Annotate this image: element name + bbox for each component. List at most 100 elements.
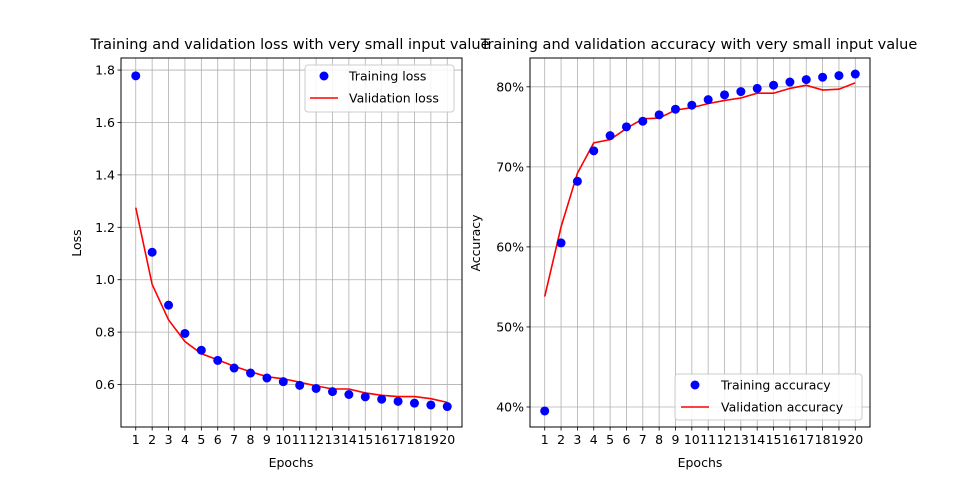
loss-legend-marker-training: [319, 71, 329, 81]
accuracy-x-tick-label: 19: [831, 432, 847, 447]
loss-y-tick-label: 1.0: [95, 272, 115, 287]
loss-y-tick-label: 1.4: [95, 167, 115, 182]
accuracy-x-tick-label: 5: [606, 432, 614, 447]
loss-training-point: [246, 368, 256, 378]
loss-training-point: [262, 373, 272, 383]
accuracy-x-tick-label: 11: [700, 432, 716, 447]
accuracy-ylabel: Accuracy: [468, 214, 483, 272]
loss-x-tick-label: 7: [230, 432, 238, 447]
accuracy-training-point: [605, 131, 615, 141]
accuracy-y-tick-label: 70%: [496, 159, 524, 174]
accuracy-legend-label-validation: Validation accuracy: [721, 400, 844, 415]
accuracy-training-point: [785, 77, 795, 87]
accuracy-training-point: [834, 71, 844, 81]
loss-y-tick-label: 0.8: [95, 325, 115, 340]
accuracy-x-tick-label: 2: [557, 432, 565, 447]
accuracy-x-tick-label: 6: [622, 432, 630, 447]
loss-y-tick-label: 1.2: [95, 220, 115, 235]
loss-x-tick-label: 20: [439, 432, 455, 447]
accuracy-plot-frame: [529, 57, 871, 428]
accuracy-training-point: [654, 110, 664, 120]
loss-training-point: [409, 398, 419, 408]
loss-training-point: [180, 328, 190, 338]
accuracy-validation-line: [543, 82, 856, 297]
loss-x-tick-label: 5: [197, 432, 205, 447]
loss-x-tick-label: 6: [214, 432, 222, 447]
loss-chart-title: Training and validation loss with very s…: [89, 37, 489, 53]
accuracy-x-tick-label: 9: [672, 432, 680, 447]
loss-training-point: [344, 390, 354, 400]
loss-training-point: [147, 247, 157, 257]
loss-series: [131, 71, 452, 412]
accuracy-x-tick-label: 14: [749, 432, 765, 447]
accuracy-training-point: [720, 90, 730, 100]
loss-x-tick-label: 18: [407, 432, 423, 447]
accuracy-xlabel: Epochs: [678, 455, 723, 470]
loss-legend-label-training: Training loss: [348, 69, 426, 84]
accuracy-grid: [530, 58, 870, 427]
accuracy-training-point: [670, 104, 680, 114]
loss-plot-frame: [120, 57, 463, 428]
loss-x-tick-label: 13: [325, 432, 341, 447]
accuracy-training-point: [703, 95, 713, 105]
loss-x-tick-label: 11: [292, 432, 308, 447]
accuracy-training-point: [540, 406, 550, 416]
accuracy-x-tick-label: 16: [782, 432, 798, 447]
accuracy-x-tick-label: 10: [684, 432, 700, 447]
accuracy-x-tick-label: 17: [798, 432, 814, 447]
accuracy-series: [540, 69, 860, 416]
accuracy-legend-marker-training: [690, 380, 700, 390]
loss-y-tick-label: 0.6: [95, 377, 115, 392]
loss-x-tick-label: 12: [308, 432, 324, 447]
accuracy-training-point: [589, 146, 599, 156]
accuracy-training-point: [752, 83, 762, 93]
accuracy-y-tick-label: 80%: [496, 79, 524, 94]
accuracy-training-point: [638, 116, 648, 126]
accuracy-y-tick-label: 60%: [496, 239, 524, 254]
loss-training-point: [426, 400, 436, 410]
accuracy-x-tick-label: 12: [717, 432, 733, 447]
accuracy-x-tick-label: 4: [590, 432, 598, 447]
loss-x-tick-label: 14: [341, 432, 357, 447]
accuracy-x-tick-label: 8: [655, 432, 663, 447]
accuracy-training-point: [687, 100, 697, 110]
loss-training-point: [295, 380, 305, 390]
loss-x-tick-label: 15: [357, 432, 373, 447]
loss-training-point: [360, 392, 370, 402]
loss-x-tick-label: 9: [263, 432, 271, 447]
loss-training-point: [311, 383, 321, 393]
accuracy-x-tick-label: 1: [541, 432, 549, 447]
loss-xlabel: Epochs: [269, 455, 314, 470]
accuracy-legend-box: [674, 373, 863, 421]
accuracy-ticks: 1 2 3 4 5 6 7 8 9 10 11 12 13 14 15 16 17 18 19 2040%50%60%…: [496, 79, 863, 447]
loss-ticks: 1 2 3 4 5 6 7 8 9 10 11 12 13 14 15 16 17 18 19 200.60.81.0…: [95, 63, 455, 447]
accuracy-x-tick-label: 20: [847, 432, 863, 447]
accuracy-plot-area: [530, 58, 870, 427]
accuracy-x-tick-label: 15: [766, 432, 782, 447]
loss-training-point: [278, 377, 288, 387]
accuracy-x-tick-label: 7: [639, 432, 647, 447]
loss-validation-line: [134, 207, 448, 404]
loss-x-tick-label: 4: [181, 432, 189, 447]
loss-legend-label-validation: Validation loss: [349, 91, 439, 106]
accuracy-training-point: [769, 80, 779, 90]
loss-x-tick-label: 16: [374, 432, 390, 447]
loss-x-tick-label: 8: [247, 432, 255, 447]
accuracy-x-tick-label: 13: [733, 432, 749, 447]
accuracy-training-point: [621, 122, 631, 132]
accuracy-legend-label-training: Training accuracy: [720, 378, 831, 393]
loss-ylabel: Loss: [69, 229, 84, 256]
loss-grid: [121, 58, 462, 427]
loss-legend-box: [304, 64, 455, 113]
accuracy-chart: Training and validation accuracy with ve…: [468, 37, 917, 470]
loss-x-tick-label: 1: [132, 432, 140, 447]
loss-training-point: [377, 394, 387, 404]
loss-x-tick-label: 2: [148, 432, 156, 447]
loss-plot-area: [121, 58, 462, 427]
accuracy-training-point: [572, 176, 582, 186]
accuracy-legend: Training accuracy Validation accuracy: [674, 373, 863, 421]
loss-y-tick-label: 1.6: [95, 115, 115, 130]
loss-training-point: [393, 396, 403, 406]
loss-legend: Training loss Validation loss: [304, 64, 455, 113]
